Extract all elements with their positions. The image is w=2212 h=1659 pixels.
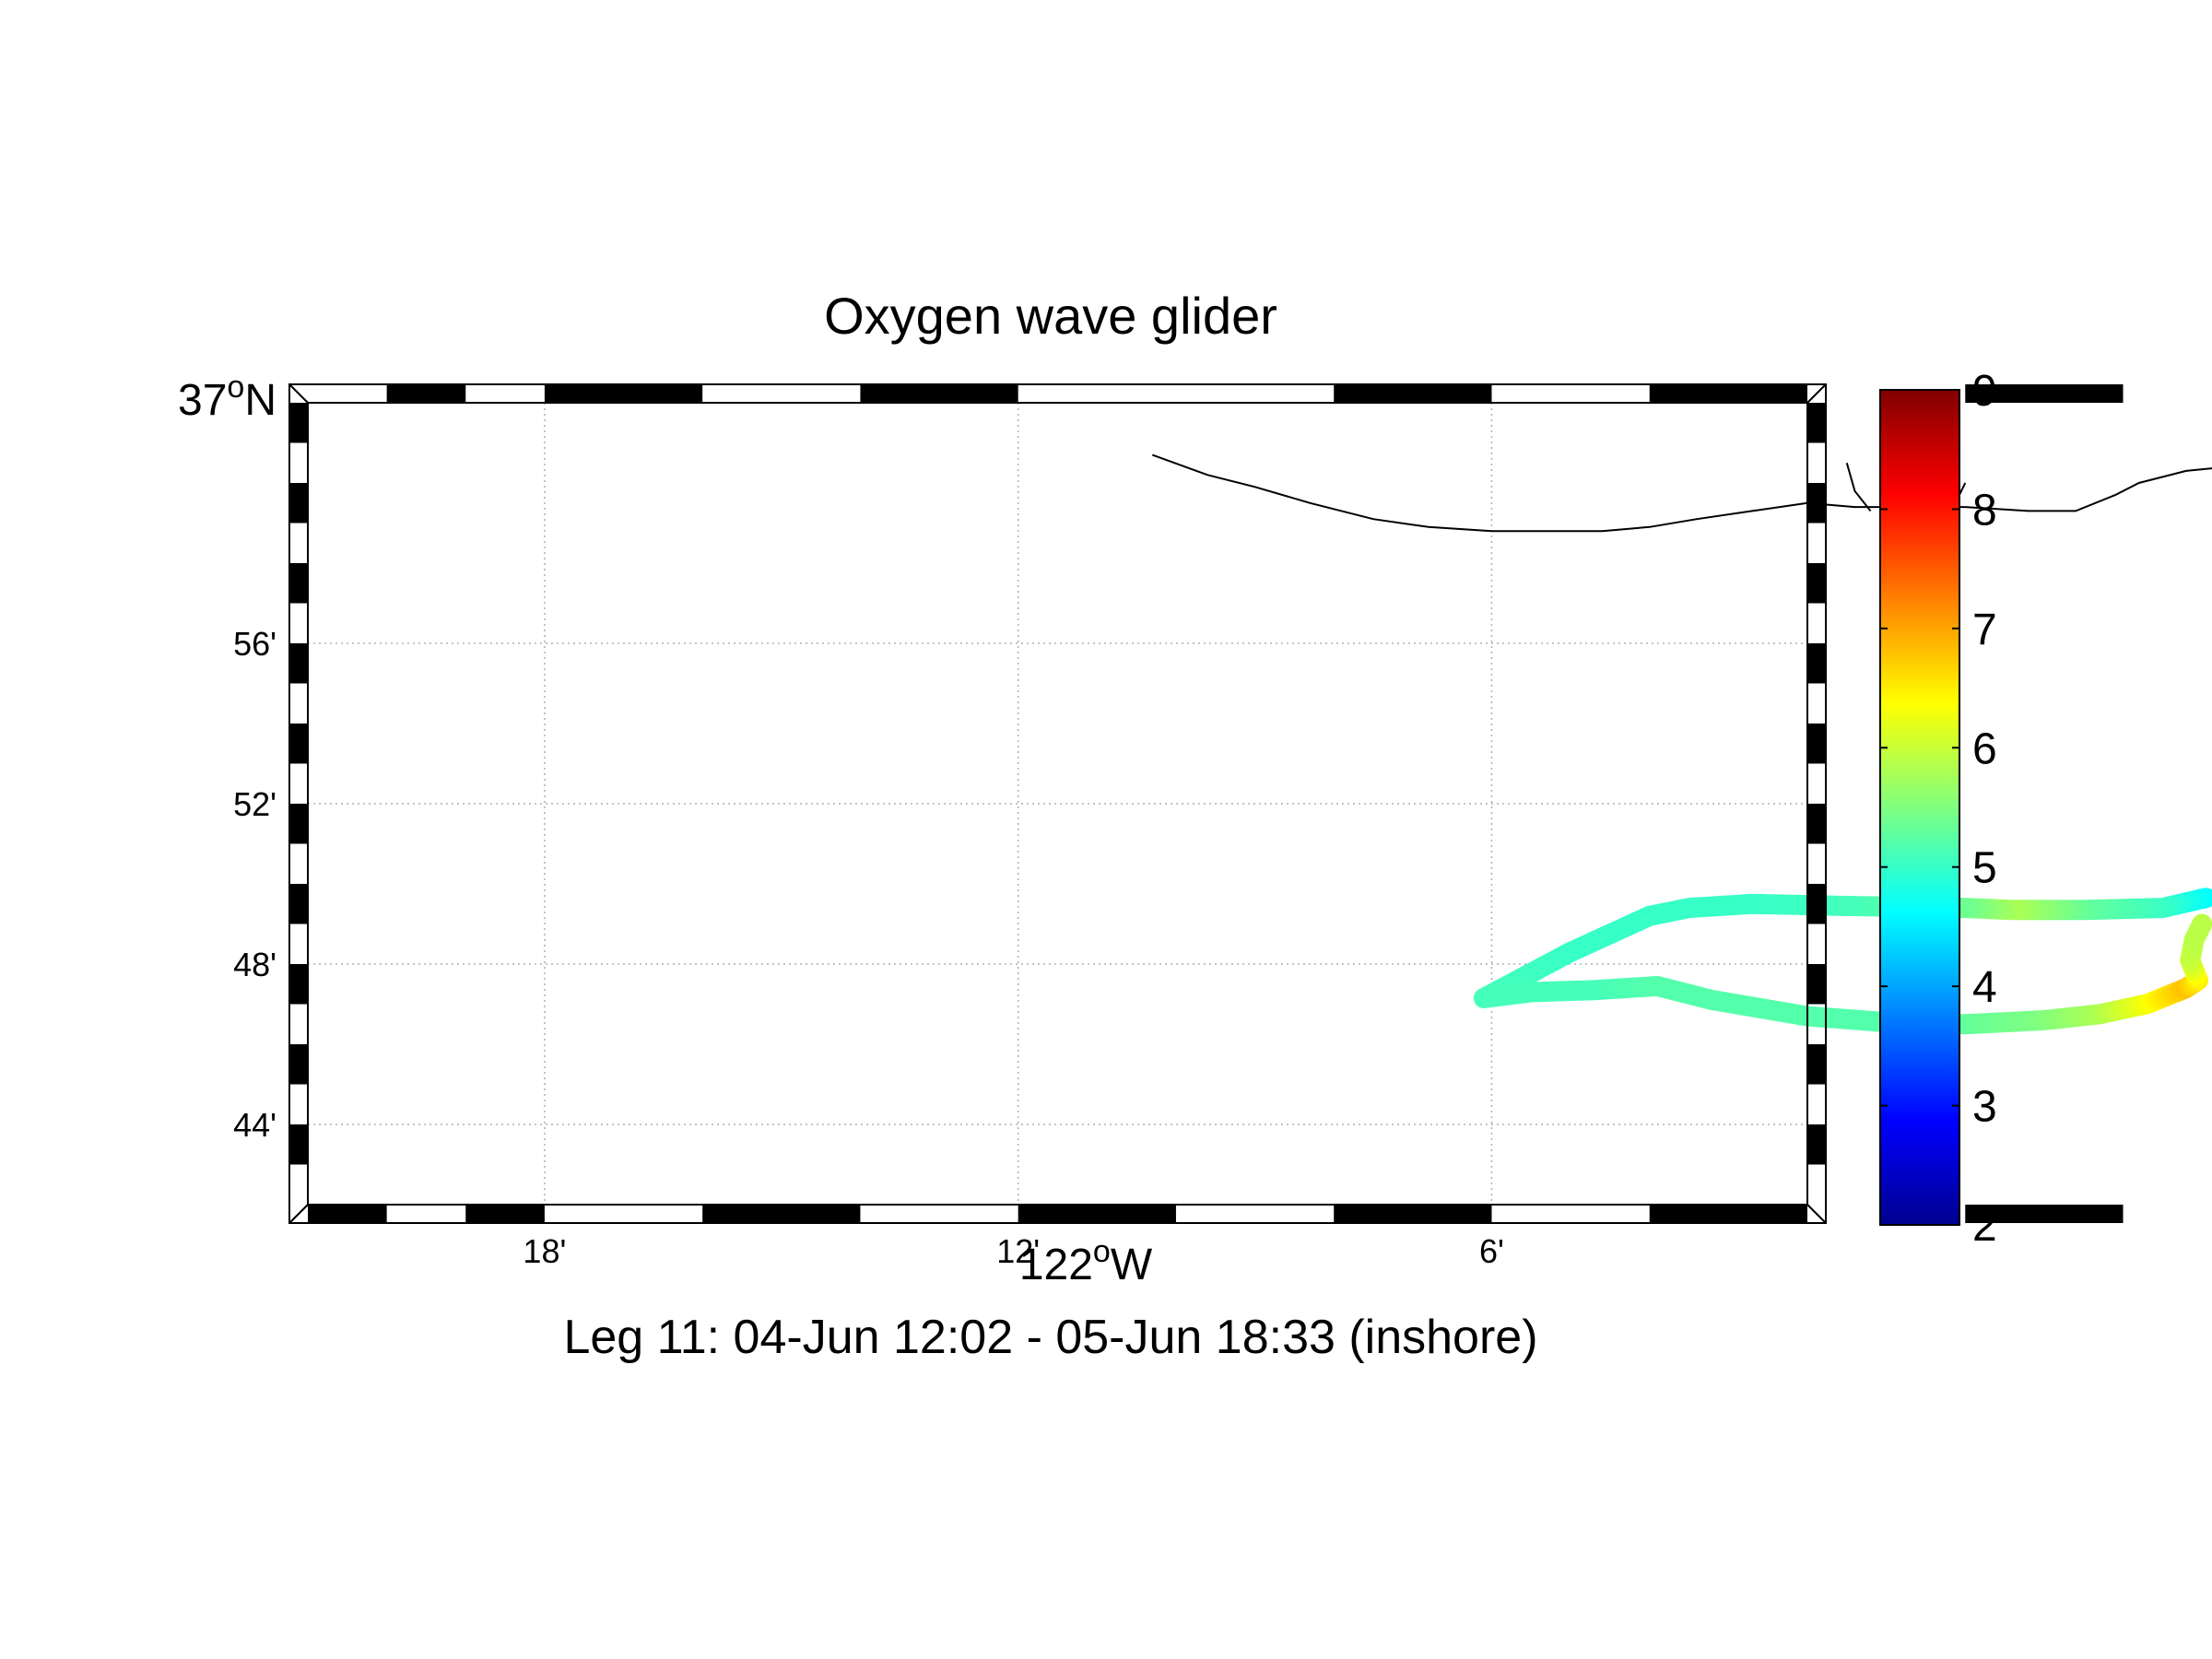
frame-stripe <box>289 964 308 1005</box>
lon-major-degrees: 122 <box>1019 1241 1093 1289</box>
frame-stripe <box>289 643 308 684</box>
frame-stripe <box>1807 1044 1826 1085</box>
frame-stripe <box>1807 483 1826 524</box>
frame-stripe <box>1807 1124 1826 1165</box>
frame-stripe <box>1334 384 1492 403</box>
lat-tick-label: 44' <box>233 1106 276 1144</box>
frame-stripe <box>1807 964 1826 1005</box>
coastline-segment <box>1845 463 1872 512</box>
colorbar-tick-label: 3 <box>1972 1083 1997 1132</box>
frame-stripe <box>386 384 466 403</box>
frame-stripe <box>1018 1205 1176 1223</box>
colorbar-gradient <box>1879 389 1960 1226</box>
frame-stripe <box>860 384 1018 403</box>
frame-corner <box>1806 383 1827 404</box>
lon-major-hemisphere: W <box>1111 1241 1153 1289</box>
lon-tick-label: 12' <box>996 1232 1040 1270</box>
colorbar-tick-label: 4 <box>1972 963 1997 1012</box>
colorbar-tick-label: 9 <box>1972 367 1997 416</box>
svg-text:122oW: 122oW <box>1019 1234 1153 1289</box>
frame-stripe <box>1807 563 1826 604</box>
frame-stripe <box>544 384 703 403</box>
figure-subtitle: Leg 11: 04-Jun 12:02 - 05-Jun 18:33 (ins… <box>563 1311 1537 1364</box>
latitude-major-label: 37oN <box>178 370 276 425</box>
frame-corner <box>288 383 309 404</box>
svg-text:37oN: 37oN <box>178 370 276 425</box>
frame-stripe <box>289 403 308 443</box>
longitude-major-label: 122oW <box>1019 1234 1153 1289</box>
figure-title: Oxygen wave glider <box>824 287 1277 345</box>
frame-stripe <box>1649 384 1807 403</box>
colorbar-tick-label: 2 <box>1972 1202 1997 1251</box>
grid-lines <box>308 403 1807 1205</box>
lon-tick-label: 6' <box>1479 1232 1504 1270</box>
frame-stripe <box>1807 403 1826 443</box>
frame-corner <box>288 1204 309 1224</box>
frame-stripe <box>1965 1205 2124 1223</box>
plot-background <box>308 403 1807 1205</box>
colorbar-tick-label: 8 <box>1972 486 1997 535</box>
colorbar-tick-label: 5 <box>1972 844 1997 893</box>
longitude-tick-labels: 18'12'6'54'48'42' <box>523 1232 1504 1270</box>
lat-tick-label: 48' <box>233 946 276 983</box>
coastline-segment <box>1151 453 2212 533</box>
colorbar-tick-label: 7 <box>1972 606 1997 654</box>
frame-stripe <box>702 1205 861 1223</box>
lon-major-degree-symbol: o <box>1093 1234 1111 1269</box>
frame-stripe <box>289 884 308 924</box>
frame-stripe <box>289 563 308 604</box>
colorbar: 2 3 4 5 6 7 8 9 <box>1879 367 1997 1251</box>
frame-stripe <box>1649 1205 1807 1223</box>
frame-stripe <box>1807 643 1826 684</box>
frame-stripe <box>1965 384 2124 403</box>
frame-stripe <box>289 483 308 524</box>
frame-stripe <box>289 1044 308 1085</box>
lat-tick-label: 52' <box>233 785 276 823</box>
frame-stripe <box>1807 724 1826 764</box>
colorbar-tick-label: 6 <box>1972 724 1997 773</box>
frame-stripe <box>465 1205 545 1223</box>
frame-corner <box>1806 1204 1827 1224</box>
frame-stripe <box>308 1205 387 1223</box>
frame-stripe <box>1807 884 1826 924</box>
lat-major-hemisphere: N <box>244 376 276 425</box>
track-point <box>2192 913 2212 935</box>
lat-tick-label: 56' <box>233 625 276 663</box>
frame-stripe <box>1807 804 1826 844</box>
lat-major-degrees: 37 <box>178 376 227 425</box>
lon-tick-label: 18' <box>523 1232 566 1270</box>
map-frame <box>288 383 2124 1224</box>
frame-stripe <box>289 804 308 844</box>
frame-stripe <box>289 1124 308 1165</box>
frame-stripe <box>289 724 308 764</box>
latitude-tick-labels: 56' 52' 48' 44' <box>233 625 276 1144</box>
colorbar-ticks: 2 3 4 5 6 7 8 9 <box>1880 367 1997 1251</box>
lat-major-degree-symbol: o <box>227 370 244 405</box>
frame-stripe <box>1334 1205 1492 1223</box>
